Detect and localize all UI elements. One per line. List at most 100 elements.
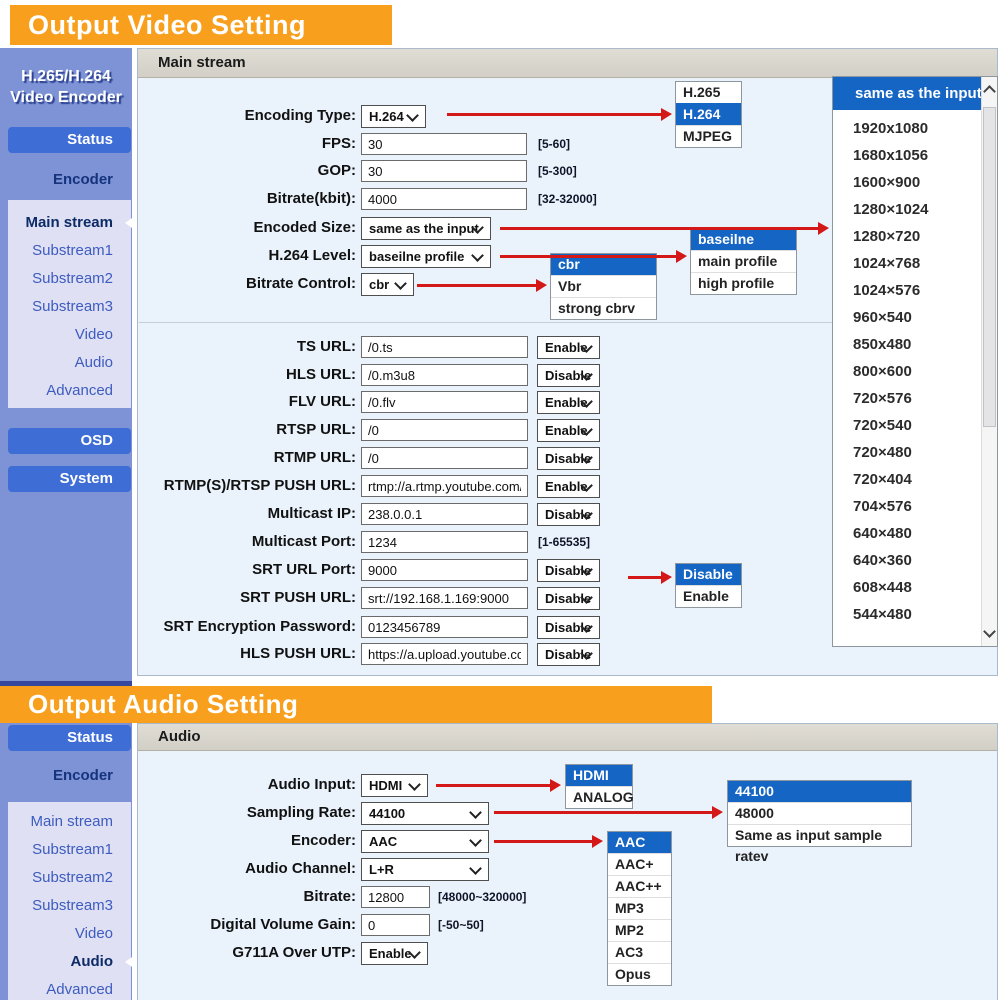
h264-level-select[interactable]: baseilne profile: [361, 245, 491, 268]
rtmp-push-url-input[interactable]: [361, 475, 528, 497]
scrollbar[interactable]: [981, 77, 997, 646]
flv-url-state-select[interactable]: Enable: [537, 391, 600, 414]
sidebar-item-system[interactable]: System: [8, 466, 131, 492]
srt-url-port-input[interactable]: [361, 559, 528, 581]
popup-option[interactable]: 608×448: [853, 579, 912, 596]
popup-option[interactable]: Same as input sample ratev: [728, 824, 911, 864]
srt-encryption-password-state-select[interactable]: Disable: [537, 616, 600, 639]
scroll-up-icon[interactable]: [983, 85, 996, 98]
popup-option[interactable]: 1600×900: [853, 174, 921, 191]
audio-channel-select[interactable]: L+R: [361, 858, 489, 881]
popup-option[interactable]: high profile: [691, 272, 796, 294]
popup-option[interactable]: MP2: [608, 919, 671, 941]
popup-option-selected[interactable]: same as the input: [833, 77, 982, 110]
popup-option[interactable]: Vbr: [551, 275, 656, 297]
popup-option[interactable]: 800×600: [853, 363, 912, 380]
sidebar-item-audio[interactable]: Audio: [74, 354, 113, 371]
multicast-port-input[interactable]: [361, 531, 528, 553]
popup-option[interactable]: main profile: [691, 250, 796, 272]
scrollbar-thumb[interactable]: [983, 107, 996, 427]
popup-option[interactable]: 1920x1080: [853, 120, 929, 137]
sidebar-item-substream1[interactable]: Substream1: [32, 841, 113, 858]
popup-option[interactable]: Enable: [676, 585, 741, 607]
multicast-ip-state-select[interactable]: Disable: [537, 503, 600, 526]
sidebar-item-audio[interactable]: Audio: [8, 948, 135, 976]
popup-option-selected[interactable]: HDMI: [566, 765, 632, 786]
srt-url-port-state-select[interactable]: Disable: [537, 559, 600, 582]
sidebar-item-substream2[interactable]: Substream2: [32, 869, 113, 886]
popup-option[interactable]: Opus: [608, 963, 671, 985]
sidebar-item-main-stream[interactable]: Main stream: [30, 813, 113, 830]
audio-bitrate-input[interactable]: [361, 886, 430, 908]
rtmp-url-state-select[interactable]: Disable: [537, 447, 600, 470]
popup-option[interactable]: H.265: [683, 84, 721, 100]
hls-push-url-input[interactable]: [361, 643, 528, 665]
sidebar-item-encoder[interactable]: Encoder: [52, 767, 113, 784]
rtmp-url-input[interactable]: [361, 447, 528, 469]
hls-url-input[interactable]: [361, 364, 528, 386]
sidebar-item-status[interactable]: Status: [8, 127, 131, 153]
sidebar-item-advanced[interactable]: Advanced: [46, 981, 113, 998]
sidebar-item-substream3[interactable]: Substream3: [32, 897, 113, 914]
encoding-type-select[interactable]: H.264: [361, 105, 426, 128]
popup-option[interactable]: 544×480: [853, 606, 912, 623]
sidebar-item-video[interactable]: Video: [74, 925, 113, 942]
rtsp-url-state-select[interactable]: Enable: [537, 419, 600, 442]
popup-option-selected[interactable]: Disable: [676, 564, 741, 585]
popup-option[interactable]: AAC+: [608, 853, 671, 875]
sidebar-item-substream2[interactable]: Substream2: [32, 270, 113, 287]
ts-url-input[interactable]: [361, 336, 528, 358]
popup-option[interactable]: AAC++: [608, 875, 671, 897]
scroll-down-icon[interactable]: [983, 625, 996, 638]
gop-input[interactable]: [361, 160, 527, 182]
popup-option[interactable]: 1024×576: [853, 282, 921, 299]
multicast-ip-input[interactable]: [361, 503, 528, 525]
audio-encoder-select[interactable]: AAC: [361, 830, 489, 853]
popup-option[interactable]: 704×576: [853, 498, 912, 515]
popup-option-selected[interactable]: AAC: [608, 832, 671, 853]
sidebar-item-osd[interactable]: OSD: [8, 428, 131, 454]
popup-option-selected[interactable]: cbr: [551, 254, 656, 275]
sidebar-item-video[interactable]: Video: [74, 326, 113, 343]
hls-push-url-state-select[interactable]: Disable: [537, 643, 600, 666]
rtmp-push-url-state-select[interactable]: Enable: [537, 475, 600, 498]
sidebar-item-status[interactable]: Status: [8, 725, 131, 751]
popup-option-selected[interactable]: 44100: [728, 781, 911, 802]
digital-volume-gain-input[interactable]: [361, 914, 430, 936]
popup-option[interactable]: 720×576: [853, 390, 912, 407]
sidebar-item-substream3[interactable]: Substream3: [32, 298, 113, 315]
g711a-over-utp-select[interactable]: Enable: [361, 942, 428, 965]
srt-encryption-password-input[interactable]: [361, 616, 528, 638]
popup-option[interactable]: 960×540: [853, 309, 912, 326]
popup-option[interactable]: 720×540: [853, 417, 912, 434]
popup-option[interactable]: ANALOG: [566, 786, 634, 808]
popup-option[interactable]: 1680x1056: [853, 147, 929, 164]
popup-option[interactable]: 48000: [728, 802, 911, 824]
popup-option[interactable]: MP3: [608, 897, 671, 919]
encoded-size-select[interactable]: same as the input: [361, 217, 491, 240]
ts-url-state-select[interactable]: Enable: [537, 336, 600, 359]
popup-option[interactable]: strong cbrv: [551, 297, 656, 319]
popup-option[interactable]: MJPEG: [676, 125, 741, 147]
flv-url-input[interactable]: [361, 391, 528, 413]
popup-option[interactable]: AC3: [608, 941, 671, 963]
popup-option[interactable]: 640×360: [853, 552, 912, 569]
bitrate-control-select[interactable]: cbr: [361, 273, 414, 296]
bitrate-input[interactable]: [361, 188, 527, 210]
sidebar-item-substream1[interactable]: Substream1: [32, 242, 113, 259]
popup-option-selected[interactable]: baseilne profile: [691, 229, 796, 268]
popup-option[interactable]: 850x480: [853, 336, 912, 353]
audio-input-select[interactable]: HDMI: [361, 774, 428, 797]
popup-option[interactable]: 1280×1024: [853, 201, 929, 218]
sidebar-item-encoder[interactable]: Encoder: [52, 171, 113, 188]
sidebar-item-main-stream[interactable]: Main stream: [8, 209, 135, 237]
sampling-rate-select[interactable]: 44100: [361, 802, 489, 825]
popup-option[interactable]: 720×480: [853, 444, 912, 461]
popup-option[interactable]: 1280×720: [853, 228, 921, 245]
srt-push-url-state-select[interactable]: Disable: [537, 587, 600, 610]
popup-option[interactable]: 1024×768: [853, 255, 921, 272]
popup-option[interactable]: 640×480: [853, 525, 912, 542]
sidebar-item-advanced[interactable]: Advanced: [46, 382, 113, 399]
popup-option[interactable]: 720×404: [853, 471, 912, 488]
fps-input[interactable]: [361, 133, 527, 155]
